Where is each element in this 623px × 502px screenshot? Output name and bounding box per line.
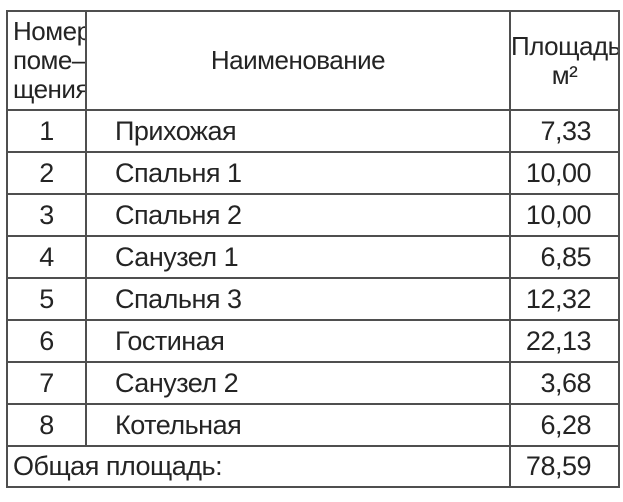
room-number-cell: 2 [6, 151, 87, 195]
room-area-table: Номер поме– щения Наименование Площадь, … [6, 10, 620, 488]
room-area-cell: 6,28 [509, 403, 620, 447]
room-number-cell: 5 [6, 277, 87, 321]
room-area-cell: 6,85 [509, 235, 620, 279]
total-row: Общая площадь: 78,59 [6, 445, 620, 488]
room-number-cell: 3 [6, 193, 87, 237]
header-room-number: Номер поме– щения [6, 10, 87, 111]
header-room-name: Наименование [85, 10, 511, 111]
table-row: 4 Санузел 1 6,85 [6, 235, 620, 279]
room-area-cell: 7,33 [509, 109, 620, 153]
room-number-cell: 7 [6, 361, 87, 405]
table-row: 3 Спальня 2 10,00 [6, 193, 620, 237]
room-name-cell: Спальня 2 [85, 193, 511, 237]
table-row: 2 Спальня 1 10,00 [6, 151, 620, 195]
total-label-cell: Общая площадь: [6, 445, 511, 488]
table-row: 1 Прихожая 7,33 [6, 109, 620, 153]
table-row: 7 Санузел 2 3,68 [6, 361, 620, 405]
room-number-cell: 6 [6, 319, 87, 363]
room-name-cell: Гостиная [85, 319, 511, 363]
room-name-cell: Санузел 1 [85, 235, 511, 279]
room-area-cell: 22,13 [509, 319, 620, 363]
header-row: Номер поме– щения Наименование Площадь, … [6, 10, 620, 111]
table-row: 6 Гостиная 22,13 [6, 319, 620, 363]
room-area-cell: 3,68 [509, 361, 620, 405]
room-name-cell: Котельная [85, 403, 511, 447]
header-area: Площадь, м² [509, 10, 620, 111]
total-value-cell: 78,59 [509, 445, 620, 488]
room-name-cell: Санузел 2 [85, 361, 511, 405]
room-number-cell: 4 [6, 235, 87, 279]
room-number-cell: 1 [6, 109, 87, 153]
room-area-cell: 10,00 [509, 151, 620, 195]
room-number-cell: 8 [6, 403, 87, 447]
room-area-cell: 12,32 [509, 277, 620, 321]
room-name-cell: Прихожая [85, 109, 511, 153]
table-row: 5 Спальня 3 12,32 [6, 277, 620, 321]
table-row: 8 Котельная 6,28 [6, 403, 620, 447]
room-name-cell: Спальня 1 [85, 151, 511, 195]
room-area-cell: 10,00 [509, 193, 620, 237]
room-name-cell: Спальня 3 [85, 277, 511, 321]
